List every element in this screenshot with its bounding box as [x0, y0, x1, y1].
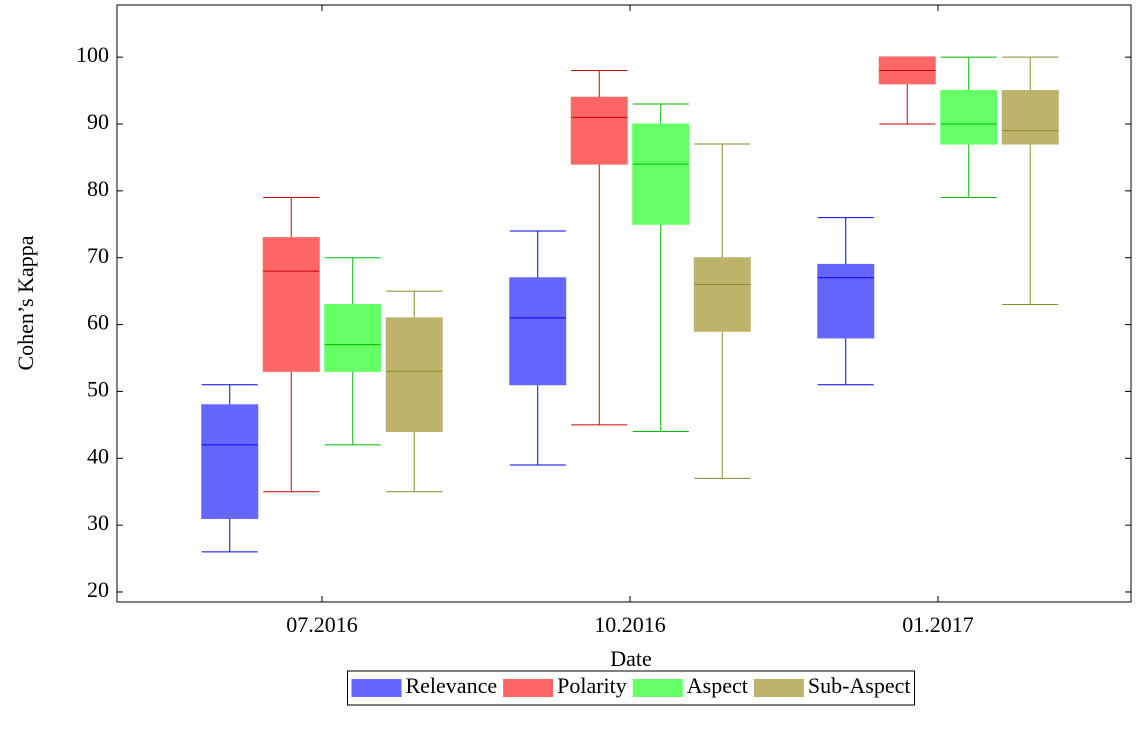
box-group: [262, 197, 320, 493]
box-group: [570, 70, 628, 426]
y-tick-label: 30: [87, 510, 109, 535]
x-tick-label: 10.2016: [594, 612, 666, 637]
box-group: [817, 217, 875, 386]
legend-label: Polarity: [557, 673, 627, 698]
y-tick-label: 40: [87, 443, 109, 468]
box-group: [201, 384, 259, 553]
box-group: [632, 103, 690, 433]
box: [262, 237, 320, 372]
legend-label: Aspect: [687, 673, 748, 698]
y-tick-label: 50: [87, 376, 109, 401]
y-tick-label: 90: [87, 109, 109, 134]
y-axis-label: Cohen’s Kappa: [13, 235, 38, 370]
box-group: [693, 143, 751, 479]
box: [632, 123, 690, 225]
y-tick-label: 100: [76, 42, 109, 67]
legend-swatch: [351, 679, 402, 697]
box: [1001, 90, 1059, 145]
y-tick-label: 70: [87, 243, 109, 268]
legend-frame: [346, 670, 916, 706]
box-group: [509, 230, 567, 466]
box: [940, 90, 998, 145]
legend-swatch: [503, 679, 554, 697]
x-tick-label: 01.2017: [902, 612, 974, 637]
box-group: [878, 56, 936, 125]
box: [385, 317, 443, 433]
box: [693, 257, 751, 332]
box: [201, 404, 259, 519]
box-group: [940, 56, 998, 199]
x-axis-label: Date: [610, 646, 652, 671]
y-tick-label: 60: [87, 310, 109, 335]
legend-swatch: [632, 679, 683, 697]
legend-swatch: [753, 679, 804, 697]
box: [324, 304, 382, 372]
box: [570, 96, 628, 165]
box-group: [1001, 56, 1059, 306]
plot-frame: [116, 4, 1132, 603]
box-group: [324, 257, 382, 446]
y-tick-label: 20: [87, 577, 109, 602]
legend-label: Relevance: [405, 673, 497, 698]
legend-label: Sub-Aspect: [808, 673, 911, 698]
x-tick-label: 07.2016: [286, 612, 358, 637]
box-group: [385, 290, 443, 493]
box: [817, 263, 875, 339]
y-tick-label: 80: [87, 176, 109, 201]
box: [509, 277, 567, 386]
legend: Relevance Polarity Aspect Sub-Aspect: [346, 670, 916, 706]
